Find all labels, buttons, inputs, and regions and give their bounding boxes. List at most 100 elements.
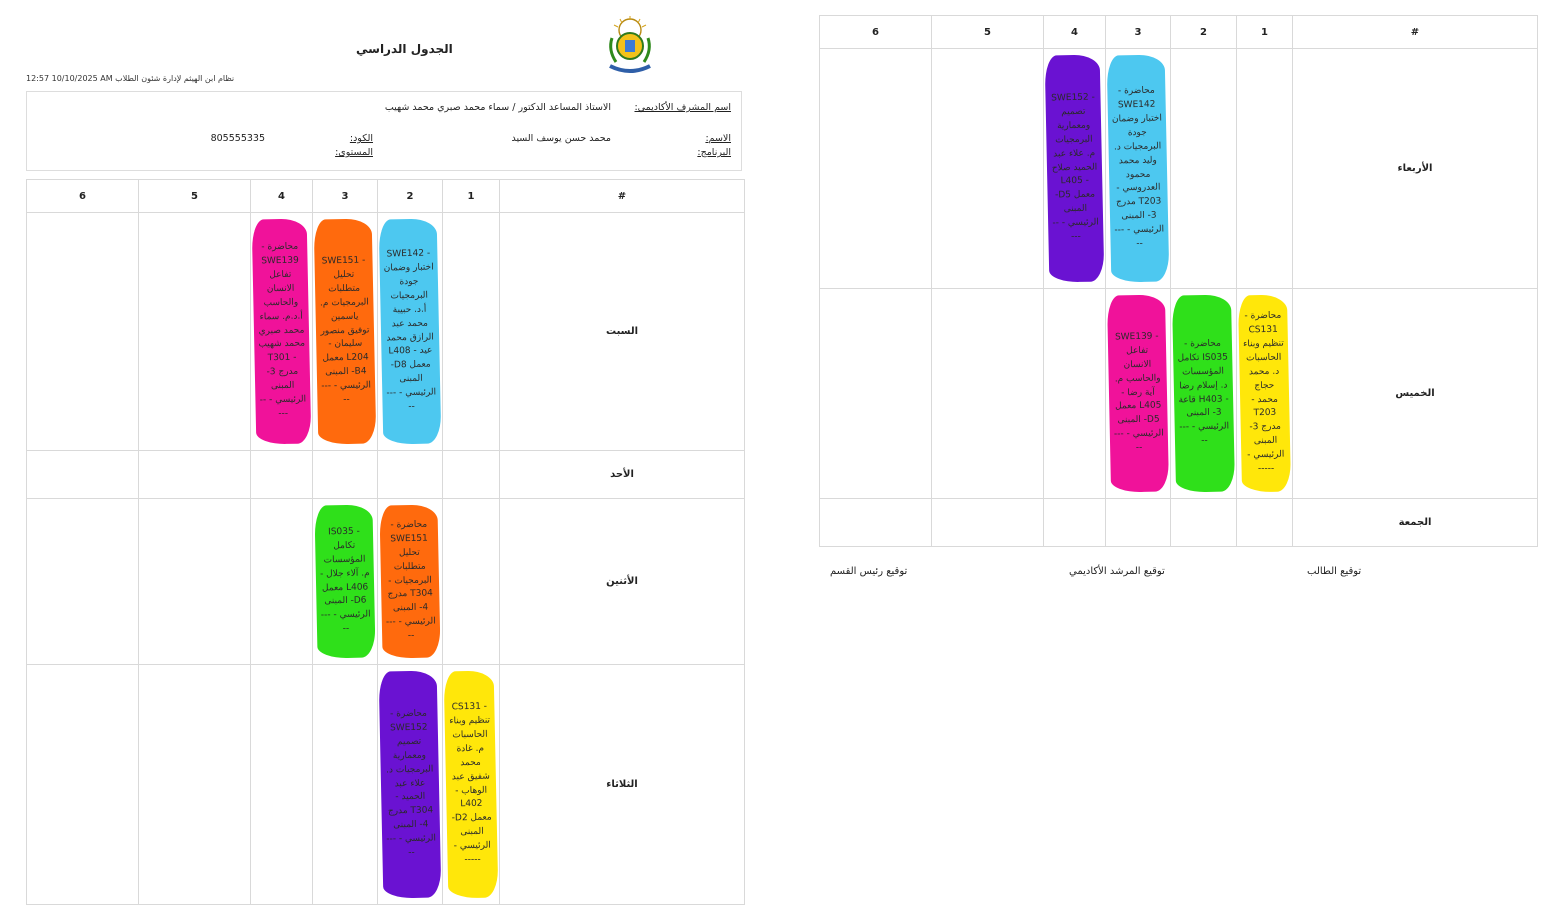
slot-cell-period-4: - SWE152 تصميم ومعمارية البرمجيات م. علا… xyxy=(1043,48,1106,289)
course-entry-text: محاضرة - SWE142 اختبار وضمان جودة البرمج… xyxy=(1111,85,1165,250)
slot-cell-period-3: محاضرة - SWE142 اختبار وضمان جودة البرمج… xyxy=(1105,48,1171,289)
slot-cell-period-6 xyxy=(26,212,139,451)
name-value: محمد حسن يوسف السيد xyxy=(511,133,611,144)
slot-cell-period-3 xyxy=(312,450,378,499)
university-logo xyxy=(609,16,651,73)
schedule-page-left: الجدول الدراسي 12:57 10/10/2025 AM نظام … xyxy=(26,0,745,908)
course-entry[interactable]: محاضرة - SWE152 تصميم ومعمارية البرمجيات… xyxy=(378,670,442,899)
day-label: الجمعة xyxy=(1292,498,1538,547)
day-row: محاضرة - SWE152 تصميم ومعمارية البرمجيات… xyxy=(26,664,745,905)
schedule-table-right: 6 5 4 3 2 1 # - SWE152 تصميم ومعمارية البرمجيا… xyxy=(819,15,1538,547)
slot-cell-period-1 xyxy=(442,212,500,451)
slot-cell-period-5 xyxy=(138,212,251,451)
system-timestamp: 12:57 10/10/2025 AM نظام ابن الهيثم لإدا… xyxy=(26,74,235,83)
day-row: محاضرة - SWE139 تفاعل الانسان والحاسب أ.… xyxy=(26,212,745,451)
slot-cell-period-2 xyxy=(1170,498,1237,547)
slot-cell-period-2 xyxy=(1170,48,1237,289)
slot-cell-period-1: محاضرة - CS131 تنظيم وبناء الحاسبات د. م… xyxy=(1236,288,1293,499)
slot-cell-period-3 xyxy=(1105,498,1171,547)
student-info-box: اسم المشرف الأكاديمي: الاستاذ المساعد ال… xyxy=(26,91,742,171)
header-period-1: 1 xyxy=(442,179,500,213)
level-label: المستوى: xyxy=(335,147,373,158)
course-entry[interactable]: محاضرة - CS131 تنظيم وبناء الحاسبات د. م… xyxy=(1237,294,1292,493)
course-entry-text: - SWE151 تحليل متطلبات البرمجيات م. ياسم… xyxy=(319,255,372,406)
course-entry-text: محاضرة - SWE151 تحليل متطلبات البرمجيات … xyxy=(385,519,436,642)
advisor-label: اسم المشرف الأكاديمي: xyxy=(634,102,731,113)
slot-cell-period-3: - IS035 تكامل المؤسسات م. آلاء جلال - L4… xyxy=(312,498,378,665)
day-row: - SWE152 تصميم ومعمارية البرمجيات م. علا… xyxy=(819,48,1538,289)
slot-cell-period-4 xyxy=(250,664,313,905)
slot-cell-period-4 xyxy=(1043,288,1106,499)
day-label: الأربعاء xyxy=(1292,48,1538,289)
advisor-signature-label: توقيع المرشد الأكاديمي xyxy=(1069,566,1165,577)
course-entry[interactable]: محاضرة - IS035 تكامل المؤسسات د. إسلام ر… xyxy=(1171,294,1236,493)
course-entry[interactable]: - SWE139 تفاعل الانسان والحاسب م. آية رض… xyxy=(1106,294,1170,493)
slot-cell-period-5 xyxy=(931,498,1044,547)
header-period-5: 5 xyxy=(931,15,1044,49)
day-row: الجمعة xyxy=(819,498,1538,547)
slot-cell-period-6 xyxy=(819,48,932,289)
schedule-page-right: 6 5 4 3 2 1 # - SWE152 تصميم ومعمارية البرمجيا… xyxy=(819,0,1538,908)
slot-cell-period-1: - CS131 تنظيم وبناء الحاسبات م. غادة محم… xyxy=(442,664,500,905)
slot-cell-period-5 xyxy=(138,450,251,499)
header-period-4: 4 xyxy=(250,179,313,213)
slot-cell-period-1 xyxy=(442,498,500,665)
slot-cell-period-5 xyxy=(931,288,1044,499)
head-signature-label: توقيع رئيس القسم xyxy=(830,566,908,577)
slot-cell-period-6 xyxy=(26,498,139,665)
course-entry[interactable]: - IS035 تكامل المؤسسات م. آلاء جلال - L4… xyxy=(314,504,376,659)
day-label: الخميس xyxy=(1292,288,1538,499)
program-label: البرنامج: xyxy=(697,147,731,158)
course-entry[interactable]: - SWE152 تصميم ومعمارية البرمجيات م. علا… xyxy=(1044,54,1105,283)
header-period-6: 6 xyxy=(819,15,932,49)
slot-cell-period-6 xyxy=(26,664,139,905)
slot-cell-period-5 xyxy=(931,48,1044,289)
course-entry-text: محاضرة - CS131 تنظيم وبناء الحاسبات د. م… xyxy=(1242,310,1285,475)
header-period-2: 2 xyxy=(1170,15,1237,49)
day-label: الأحد xyxy=(499,450,745,499)
course-entry[interactable]: محاضرة - SWE151 تحليل متطلبات البرمجيات … xyxy=(379,504,441,659)
slot-cell-period-1 xyxy=(442,450,500,499)
slot-cell-period-2: محاضرة - SWE151 تحليل متطلبات البرمجيات … xyxy=(377,498,443,665)
slot-cell-period-4 xyxy=(1043,498,1106,547)
header-period-1: 1 xyxy=(1236,15,1293,49)
day-label: الثلاثاء xyxy=(499,664,745,905)
day-label: الأثنين xyxy=(499,498,745,665)
course-entry[interactable]: - SWE142 اختبار وضمان جودة البرمجيات أ.د… xyxy=(378,218,442,445)
course-entry[interactable]: - SWE151 تحليل متطلبات البرمجيات م. ياسم… xyxy=(313,218,377,445)
slot-cell-period-4 xyxy=(250,498,313,665)
course-entry-text: محاضرة - SWE152 تصميم ومعمارية البرمجيات… xyxy=(385,708,437,859)
slot-cell-period-2: محاضرة - IS035 تكامل المؤسسات د. إسلام ر… xyxy=(1170,288,1237,499)
page-title: الجدول الدراسي xyxy=(356,42,453,56)
name-label: الاسم: xyxy=(705,133,731,144)
day-row: الأحد xyxy=(26,450,745,499)
slot-cell-period-4: محاضرة - SWE139 تفاعل الانسان والحاسب أ.… xyxy=(250,212,313,451)
course-entry-text: - SWE139 تفاعل الانسان والحاسب م. آية رض… xyxy=(1113,331,1164,454)
slot-cell-period-6 xyxy=(26,450,139,499)
day-label: السبت xyxy=(499,212,745,451)
course-entry-text: - SWE142 اختبار وضمان جودة البرمجيات أ.د… xyxy=(383,248,437,413)
slot-cell-period-5 xyxy=(138,498,251,665)
slot-cell-period-2 xyxy=(377,450,443,499)
slot-cell-period-4 xyxy=(250,450,313,499)
course-entry[interactable]: - CS131 تنظيم وبناء الحاسبات م. غادة محم… xyxy=(443,670,499,899)
slot-cell-period-2: محاضرة - SWE152 تصميم ومعمارية البرمجيات… xyxy=(377,664,443,905)
slot-cell-period-6 xyxy=(819,498,932,547)
slot-cell-period-3: - SWE139 تفاعل الانسان والحاسب م. آية رض… xyxy=(1105,288,1171,499)
day-row: - SWE139 تفاعل الانسان والحاسب م. آية رض… xyxy=(819,288,1538,499)
course-entry[interactable]: محاضرة - SWE139 تفاعل الانسان والحاسب أ.… xyxy=(251,218,312,445)
header-period-6: 6 xyxy=(26,179,139,213)
code-label: الكود: xyxy=(349,133,373,144)
course-entry-text: - IS035 تكامل المؤسسات م. آلاء جلال - L4… xyxy=(319,526,371,635)
slot-cell-period-2: - SWE142 اختبار وضمان جودة البرمجيات أ.د… xyxy=(377,212,443,451)
header-period-3: 3 xyxy=(312,179,378,213)
day-row: - IS035 تكامل المؤسسات م. آلاء جلال - L4… xyxy=(26,498,745,665)
course-entry-text: - SWE152 تصميم ومعمارية البرمجيات م. علا… xyxy=(1051,92,1099,243)
course-entry[interactable]: محاضرة - SWE142 اختبار وضمان جودة البرمج… xyxy=(1106,54,1170,283)
header-period-2: 2 xyxy=(377,179,443,213)
header-period-4: 4 xyxy=(1043,15,1106,49)
slot-cell-period-6 xyxy=(819,288,932,499)
course-entry-text: محاضرة - IS035 تكامل المؤسسات د. إسلام ر… xyxy=(1177,338,1230,447)
header-day-col: # xyxy=(1292,15,1538,49)
code-value: 805555335 xyxy=(210,133,265,144)
